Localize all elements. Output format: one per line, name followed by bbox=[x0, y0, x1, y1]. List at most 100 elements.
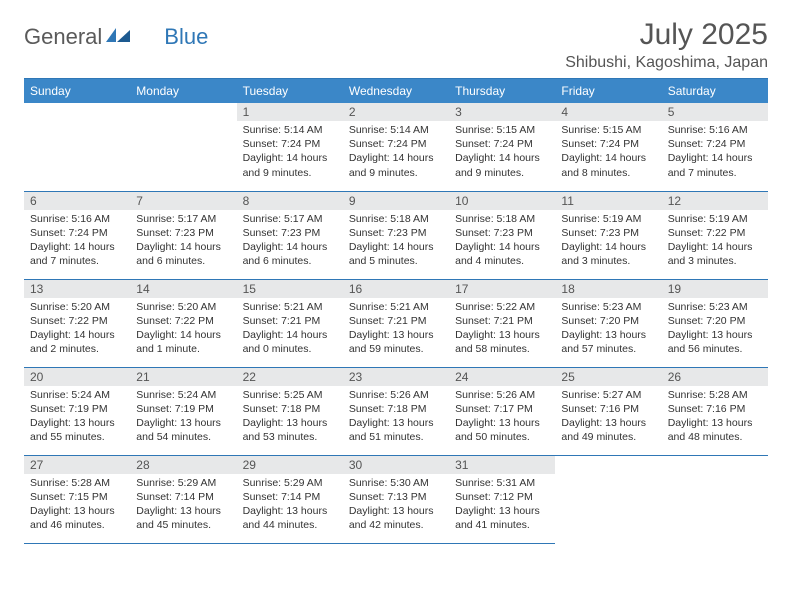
day-number: 31 bbox=[449, 456, 555, 474]
day-number: 8 bbox=[237, 192, 343, 210]
day-number: 20 bbox=[24, 368, 130, 386]
calendar-cell: 6Sunrise: 5:16 AMSunset: 7:24 PMDaylight… bbox=[24, 191, 130, 279]
calendar-week-row: 6Sunrise: 5:16 AMSunset: 7:24 PMDaylight… bbox=[24, 191, 768, 279]
day-number: 12 bbox=[662, 192, 768, 210]
day-details: Sunrise: 5:19 AMSunset: 7:23 PMDaylight:… bbox=[555, 210, 661, 269]
day-details: Sunrise: 5:23 AMSunset: 7:20 PMDaylight:… bbox=[555, 298, 661, 357]
day-details: Sunrise: 5:24 AMSunset: 7:19 PMDaylight:… bbox=[130, 386, 236, 445]
title-block: July 2025 Shibushi, Kagoshima, Japan bbox=[565, 18, 768, 72]
weekday-header: Thursday bbox=[449, 79, 555, 104]
day-number: 5 bbox=[662, 103, 768, 121]
calendar-cell: 8Sunrise: 5:17 AMSunset: 7:23 PMDaylight… bbox=[237, 191, 343, 279]
day-number: 26 bbox=[662, 368, 768, 386]
calendar-cell: 23Sunrise: 5:26 AMSunset: 7:18 PMDayligh… bbox=[343, 367, 449, 455]
day-number: 19 bbox=[662, 280, 768, 298]
calendar-cell: 19Sunrise: 5:23 AMSunset: 7:20 PMDayligh… bbox=[662, 279, 768, 367]
day-details: Sunrise: 5:29 AMSunset: 7:14 PMDaylight:… bbox=[130, 474, 236, 533]
calendar-cell: 25Sunrise: 5:27 AMSunset: 7:16 PMDayligh… bbox=[555, 367, 661, 455]
day-number: 28 bbox=[130, 456, 236, 474]
calendar-cell: 16Sunrise: 5:21 AMSunset: 7:21 PMDayligh… bbox=[343, 279, 449, 367]
calendar-cell: 31Sunrise: 5:31 AMSunset: 7:12 PMDayligh… bbox=[449, 455, 555, 543]
day-number: 27 bbox=[24, 456, 130, 474]
day-details: Sunrise: 5:16 AMSunset: 7:24 PMDaylight:… bbox=[24, 210, 130, 269]
day-details: Sunrise: 5:20 AMSunset: 7:22 PMDaylight:… bbox=[24, 298, 130, 357]
day-details: Sunrise: 5:15 AMSunset: 7:24 PMDaylight:… bbox=[449, 121, 555, 180]
weekday-header-row: SundayMondayTuesdayWednesdayThursdayFrid… bbox=[24, 79, 768, 104]
day-details: Sunrise: 5:25 AMSunset: 7:18 PMDaylight:… bbox=[237, 386, 343, 445]
day-number: 13 bbox=[24, 280, 130, 298]
day-details: Sunrise: 5:21 AMSunset: 7:21 PMDaylight:… bbox=[343, 298, 449, 357]
page-title: July 2025 bbox=[565, 18, 768, 52]
day-details: Sunrise: 5:29 AMSunset: 7:14 PMDaylight:… bbox=[237, 474, 343, 533]
calendar-cell: 10Sunrise: 5:18 AMSunset: 7:23 PMDayligh… bbox=[449, 191, 555, 279]
day-number: 30 bbox=[343, 456, 449, 474]
day-details: Sunrise: 5:14 AMSunset: 7:24 PMDaylight:… bbox=[343, 121, 449, 180]
weekday-header: Friday bbox=[555, 79, 661, 104]
calendar-cell: 7Sunrise: 5:17 AMSunset: 7:23 PMDaylight… bbox=[130, 191, 236, 279]
day-number: 22 bbox=[237, 368, 343, 386]
location-label: Shibushi, Kagoshima, Japan bbox=[565, 54, 768, 72]
weekday-header: Tuesday bbox=[237, 79, 343, 104]
calendar-cell: 9Sunrise: 5:18 AMSunset: 7:23 PMDaylight… bbox=[343, 191, 449, 279]
day-number: 23 bbox=[343, 368, 449, 386]
calendar-week-row: 20Sunrise: 5:24 AMSunset: 7:19 PMDayligh… bbox=[24, 367, 768, 455]
day-details: Sunrise: 5:19 AMSunset: 7:22 PMDaylight:… bbox=[662, 210, 768, 269]
day-details: Sunrise: 5:16 AMSunset: 7:24 PMDaylight:… bbox=[662, 121, 768, 180]
weekday-header: Saturday bbox=[662, 79, 768, 104]
day-number: 3 bbox=[449, 103, 555, 121]
day-details: Sunrise: 5:17 AMSunset: 7:23 PMDaylight:… bbox=[130, 210, 236, 269]
day-details: Sunrise: 5:20 AMSunset: 7:22 PMDaylight:… bbox=[130, 298, 236, 357]
calendar-cell: 14Sunrise: 5:20 AMSunset: 7:22 PMDayligh… bbox=[130, 279, 236, 367]
calendar-cell bbox=[130, 103, 236, 191]
calendar-cell: 2Sunrise: 5:14 AMSunset: 7:24 PMDaylight… bbox=[343, 103, 449, 191]
day-details: Sunrise: 5:23 AMSunset: 7:20 PMDaylight:… bbox=[662, 298, 768, 357]
calendar-cell: 1Sunrise: 5:14 AMSunset: 7:24 PMDaylight… bbox=[237, 103, 343, 191]
day-number: 4 bbox=[555, 103, 661, 121]
weekday-header: Monday bbox=[130, 79, 236, 104]
day-number: 7 bbox=[130, 192, 236, 210]
calendar-week-row: 1Sunrise: 5:14 AMSunset: 7:24 PMDaylight… bbox=[24, 103, 768, 191]
weekday-header: Wednesday bbox=[343, 79, 449, 104]
day-number: 2 bbox=[343, 103, 449, 121]
day-details: Sunrise: 5:30 AMSunset: 7:13 PMDaylight:… bbox=[343, 474, 449, 533]
calendar-cell: 20Sunrise: 5:24 AMSunset: 7:19 PMDayligh… bbox=[24, 367, 130, 455]
calendar-cell: 5Sunrise: 5:16 AMSunset: 7:24 PMDaylight… bbox=[662, 103, 768, 191]
day-number: 1 bbox=[237, 103, 343, 121]
day-number: 6 bbox=[24, 192, 130, 210]
day-number: 25 bbox=[555, 368, 661, 386]
day-number: 18 bbox=[555, 280, 661, 298]
brand-part1: General bbox=[24, 24, 102, 50]
day-number: 21 bbox=[130, 368, 236, 386]
day-number: 10 bbox=[449, 192, 555, 210]
day-details: Sunrise: 5:31 AMSunset: 7:12 PMDaylight:… bbox=[449, 474, 555, 533]
brand-logo: General Blue bbox=[24, 24, 208, 50]
calendar-cell: 12Sunrise: 5:19 AMSunset: 7:22 PMDayligh… bbox=[662, 191, 768, 279]
calendar-cell bbox=[555, 455, 661, 543]
calendar-cell: 18Sunrise: 5:23 AMSunset: 7:20 PMDayligh… bbox=[555, 279, 661, 367]
calendar-cell: 4Sunrise: 5:15 AMSunset: 7:24 PMDaylight… bbox=[555, 103, 661, 191]
day-details: Sunrise: 5:18 AMSunset: 7:23 PMDaylight:… bbox=[449, 210, 555, 269]
day-details: Sunrise: 5:17 AMSunset: 7:23 PMDaylight:… bbox=[237, 210, 343, 269]
day-details: Sunrise: 5:28 AMSunset: 7:15 PMDaylight:… bbox=[24, 474, 130, 533]
day-number: 17 bbox=[449, 280, 555, 298]
brand-flag-icon bbox=[106, 26, 132, 44]
day-details: Sunrise: 5:14 AMSunset: 7:24 PMDaylight:… bbox=[237, 121, 343, 180]
day-number: 15 bbox=[237, 280, 343, 298]
calendar-cell: 11Sunrise: 5:19 AMSunset: 7:23 PMDayligh… bbox=[555, 191, 661, 279]
calendar-cell: 13Sunrise: 5:20 AMSunset: 7:22 PMDayligh… bbox=[24, 279, 130, 367]
day-details: Sunrise: 5:24 AMSunset: 7:19 PMDaylight:… bbox=[24, 386, 130, 445]
day-details: Sunrise: 5:26 AMSunset: 7:18 PMDaylight:… bbox=[343, 386, 449, 445]
day-number: 29 bbox=[237, 456, 343, 474]
calendar-cell bbox=[662, 455, 768, 543]
brand-part2: Blue bbox=[164, 24, 208, 50]
calendar-cell bbox=[24, 103, 130, 191]
calendar-cell: 28Sunrise: 5:29 AMSunset: 7:14 PMDayligh… bbox=[130, 455, 236, 543]
calendar-cell: 3Sunrise: 5:15 AMSunset: 7:24 PMDaylight… bbox=[449, 103, 555, 191]
calendar-cell: 15Sunrise: 5:21 AMSunset: 7:21 PMDayligh… bbox=[237, 279, 343, 367]
calendar-week-row: 27Sunrise: 5:28 AMSunset: 7:15 PMDayligh… bbox=[24, 455, 768, 543]
day-number: 24 bbox=[449, 368, 555, 386]
day-number: 11 bbox=[555, 192, 661, 210]
day-number: 16 bbox=[343, 280, 449, 298]
weekday-header: Sunday bbox=[24, 79, 130, 104]
day-details: Sunrise: 5:27 AMSunset: 7:16 PMDaylight:… bbox=[555, 386, 661, 445]
